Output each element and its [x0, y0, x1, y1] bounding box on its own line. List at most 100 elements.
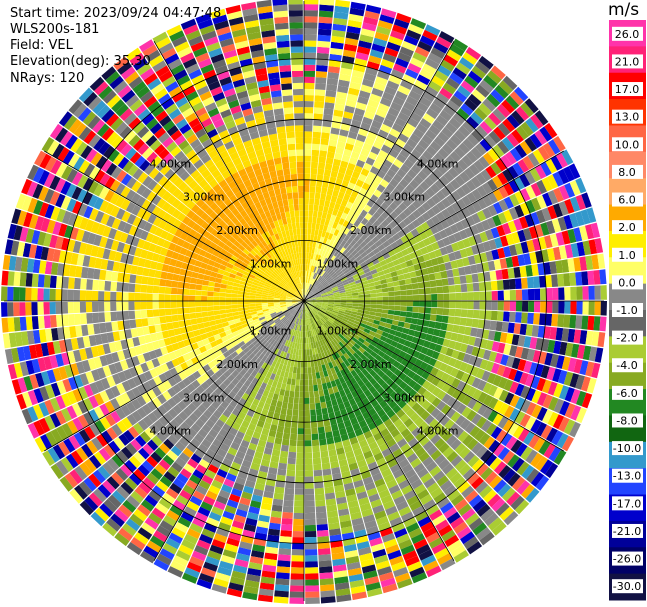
range-gate — [160, 427, 172, 439]
range-gate — [538, 440, 551, 456]
range-gate — [403, 101, 416, 112]
range-gate — [355, 315, 363, 320]
range-gate — [392, 360, 401, 369]
range-gate — [323, 323, 329, 330]
range-gate — [325, 310, 332, 315]
range-gate — [330, 340, 337, 347]
range-gate — [393, 197, 403, 207]
range-gate — [540, 161, 552, 177]
range-gate — [315, 304, 322, 308]
range-gate — [225, 297, 232, 301]
range-gate — [264, 326, 271, 332]
range-gate — [88, 492, 103, 507]
range-gate — [68, 277, 75, 289]
range-gate — [290, 322, 295, 329]
range-gate — [435, 369, 445, 380]
range-gate — [333, 304, 341, 307]
range-gate — [552, 414, 565, 430]
range-gate — [37, 231, 47, 246]
range-gate — [321, 303, 328, 306]
range-gate — [207, 306, 214, 312]
range-gate — [35, 372, 45, 388]
range-gate — [374, 262, 382, 269]
range-gate — [43, 233, 52, 247]
range-gate — [334, 152, 343, 161]
range-gate — [203, 274, 211, 281]
range-gate — [200, 390, 210, 400]
range-gate — [365, 582, 381, 592]
range-gate — [279, 330, 285, 337]
range-gate — [164, 287, 172, 294]
range-gate — [457, 85, 471, 98]
range-gate — [306, 246, 310, 253]
range-gate — [317, 40, 331, 48]
range-gate — [496, 280, 504, 290]
range-gate — [208, 281, 215, 287]
range-gate — [308, 252, 312, 260]
range-gate — [219, 288, 227, 293]
range-gate — [219, 443, 230, 453]
range-gate — [355, 317, 362, 323]
range-gate — [284, 311, 290, 317]
range-gate — [307, 290, 312, 297]
range-gate — [114, 532, 130, 547]
range-gate — [334, 319, 341, 324]
range-gate — [564, 403, 576, 419]
range-gate — [372, 347, 381, 355]
range-gate — [73, 289, 80, 301]
range-gate — [512, 425, 525, 439]
range-gate — [458, 503, 472, 517]
range-gate — [491, 498, 506, 512]
range-gate — [391, 143, 403, 154]
range-gate — [167, 466, 180, 478]
range-gate — [327, 335, 333, 342]
range-gate — [380, 494, 393, 505]
range-gate — [534, 363, 544, 377]
range-gate — [211, 365, 220, 374]
range-gate — [304, 301, 305, 307]
range-gate — [202, 316, 210, 323]
range-gate — [377, 255, 385, 263]
range-gate — [401, 403, 412, 414]
range-gate — [393, 246, 401, 254]
range-gate — [350, 369, 358, 377]
range-gate — [310, 173, 317, 181]
range-gate — [367, 261, 374, 268]
range-gate — [335, 588, 351, 597]
range-gate — [441, 278, 449, 286]
range-gate — [310, 317, 314, 324]
range-gate — [154, 348, 163, 358]
range-gate — [315, 71, 328, 78]
range-gate — [422, 320, 430, 327]
range-gate — [471, 201, 482, 213]
range-gate — [323, 344, 329, 351]
range-gate — [102, 522, 118, 537]
range-gate — [402, 327, 410, 335]
range-gate — [371, 236, 380, 244]
range-gate — [288, 396, 294, 404]
range-gate — [162, 454, 175, 466]
range-gate — [555, 232, 565, 246]
range-gate — [416, 101, 429, 113]
range-gate — [389, 128, 401, 138]
range-gate — [311, 265, 316, 273]
range-gate — [349, 176, 358, 185]
range-gate — [289, 308, 295, 314]
range-gate — [432, 264, 441, 273]
range-gate — [110, 385, 121, 398]
range-gate — [306, 318, 309, 325]
range-gate — [298, 410, 304, 417]
range-gate — [205, 490, 218, 501]
range-gate — [492, 214, 502, 227]
range-gate — [275, 431, 284, 439]
range-gate — [307, 305, 313, 311]
range-gate — [113, 437, 125, 450]
range-gate — [205, 448, 217, 459]
range-gate — [523, 228, 532, 241]
range-gate — [297, 428, 304, 435]
range-gate — [479, 231, 489, 243]
range-gate — [360, 148, 370, 157]
range-gate — [213, 305, 220, 311]
range-gate — [225, 432, 236, 442]
range-gate — [315, 314, 321, 320]
